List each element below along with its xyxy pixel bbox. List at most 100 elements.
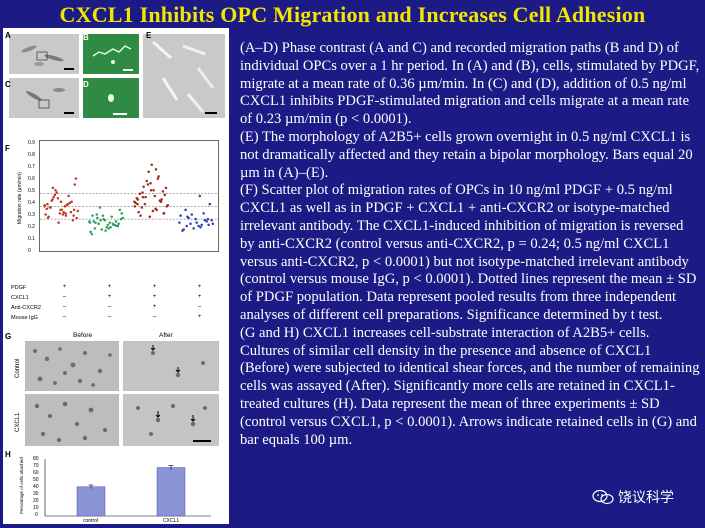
caption-paragraph-e: (E) The morphology of A2B5+ cells grown … bbox=[240, 128, 693, 181]
treatment-mark: + bbox=[197, 314, 202, 320]
scatter-point bbox=[140, 206, 143, 209]
caption-paragraph-g-h: (G and H) CXCL1 increases cell-substrate… bbox=[240, 324, 700, 448]
scatter-point bbox=[72, 214, 75, 217]
treatment-mark: + bbox=[152, 304, 157, 310]
panel-f-ytick: 0.8 bbox=[28, 152, 35, 158]
scatter-point bbox=[48, 206, 52, 209]
scatter-point bbox=[137, 210, 140, 214]
treatment-label: PDGF bbox=[11, 285, 27, 291]
treatment-row-anti-cxcr2: Anti-CXCR2 bbox=[11, 305, 41, 311]
scatter-point bbox=[71, 219, 75, 222]
panel-f-ytick: 0.7 bbox=[28, 164, 35, 170]
scatter-point bbox=[153, 194, 157, 198]
adhesion-control-before-cells bbox=[33, 347, 112, 387]
panel-h-ylabel: Percentage of cells attached bbox=[19, 457, 24, 514]
scatter-point bbox=[141, 191, 144, 194]
scatter-point bbox=[159, 200, 163, 204]
scatter-point bbox=[101, 214, 105, 217]
panel-h-ytick: 20 bbox=[33, 498, 39, 504]
scatter-point bbox=[97, 222, 100, 225]
migration-path-d bbox=[83, 78, 139, 118]
scatter-point bbox=[105, 225, 108, 229]
panel-f-scatter-plot bbox=[39, 140, 219, 252]
scatter-point bbox=[198, 194, 202, 198]
treatment-label: Anti-CXCR2 bbox=[11, 305, 41, 311]
scatter-point bbox=[118, 208, 122, 212]
scatter-point bbox=[44, 213, 47, 216]
scatter-point bbox=[185, 224, 188, 228]
bar bbox=[156, 467, 186, 517]
scatter-point bbox=[67, 194, 70, 198]
scatter-point bbox=[91, 214, 94, 217]
adhesion-cxcl1-after-cells bbox=[136, 404, 207, 436]
bar-category-label: control bbox=[83, 518, 99, 524]
wechat-icon bbox=[592, 489, 614, 505]
adhesion-control-after bbox=[123, 341, 219, 391]
panel-f-ytick: 0.6 bbox=[28, 176, 35, 182]
scatter-point bbox=[184, 208, 187, 212]
scatter-point bbox=[187, 216, 190, 220]
scatter-point bbox=[73, 183, 77, 186]
panel-g-before-label: Before bbox=[73, 332, 93, 339]
migration-path-b-trace bbox=[92, 45, 132, 64]
scalebar-d bbox=[113, 113, 127, 115]
scatter-point bbox=[156, 177, 160, 180]
scatter-point bbox=[53, 193, 57, 197]
scatter-point bbox=[54, 188, 57, 192]
treatment-mark: – bbox=[107, 304, 112, 310]
scatter-point bbox=[192, 227, 195, 230]
panel-label-e: E bbox=[146, 31, 152, 40]
scatter-point bbox=[57, 221, 60, 224]
bar bbox=[76, 486, 106, 517]
scatter-point bbox=[155, 208, 158, 212]
caption-paragraph-a-d: (A–D) Phase contrast (A and C) and recor… bbox=[240, 40, 700, 128]
scatter-point bbox=[98, 206, 102, 209]
panel-g-after-label: After bbox=[159, 332, 173, 339]
scatter-point bbox=[92, 220, 95, 223]
scatter-point bbox=[208, 202, 212, 206]
panel-label-c: C bbox=[5, 80, 11, 89]
scatter-point bbox=[96, 216, 99, 220]
treatment-mark: – bbox=[152, 314, 157, 320]
scatter-point bbox=[64, 212, 67, 215]
panel-g-cxcl1-label: CXCL1 bbox=[15, 412, 21, 432]
treatment-mark: + bbox=[197, 284, 202, 290]
scatter-point bbox=[148, 215, 152, 219]
scatter-point bbox=[151, 209, 155, 213]
scatter-point bbox=[120, 212, 123, 215]
scatter-point bbox=[66, 202, 70, 206]
scatter-point bbox=[104, 229, 107, 232]
panel-h-ytick: 70 bbox=[33, 463, 39, 469]
scatter-point bbox=[200, 223, 203, 227]
scatter-point bbox=[150, 163, 153, 167]
caption-paragraph-f: (F) Scatter plot of migration rates of O… bbox=[240, 182, 697, 323]
scatter-point bbox=[139, 214, 142, 217]
scatter-point bbox=[161, 190, 165, 193]
scatter-point bbox=[119, 217, 123, 221]
scatter-point bbox=[149, 188, 153, 192]
scatter-point bbox=[164, 186, 168, 190]
micrograph-a-cells bbox=[21, 45, 64, 66]
scalebar-a bbox=[64, 68, 74, 70]
scatter-point bbox=[121, 216, 125, 220]
scatter-point bbox=[60, 208, 63, 212]
scatter-point bbox=[69, 210, 73, 214]
scatter-point bbox=[138, 192, 142, 195]
scatter-point bbox=[163, 193, 167, 197]
panel-h-ytick: 40 bbox=[33, 484, 39, 490]
treatment-mark: – bbox=[62, 304, 67, 310]
treatment-mark: – bbox=[107, 314, 112, 320]
scatter-point bbox=[210, 219, 213, 222]
treatment-mark: + bbox=[107, 284, 112, 290]
scalebar-e bbox=[205, 112, 217, 114]
scatter-point bbox=[166, 203, 170, 207]
scatter-point bbox=[109, 225, 112, 229]
scatter-point bbox=[189, 222, 192, 225]
treatment-mark: – bbox=[62, 314, 67, 320]
scatter-point bbox=[46, 216, 50, 220]
scatter-point bbox=[113, 223, 117, 227]
scatter-point bbox=[162, 212, 166, 215]
panel-h-ytick: 0 bbox=[35, 512, 38, 518]
scatter-point bbox=[207, 223, 210, 227]
micrograph-e-cells bbox=[152, 40, 215, 113]
